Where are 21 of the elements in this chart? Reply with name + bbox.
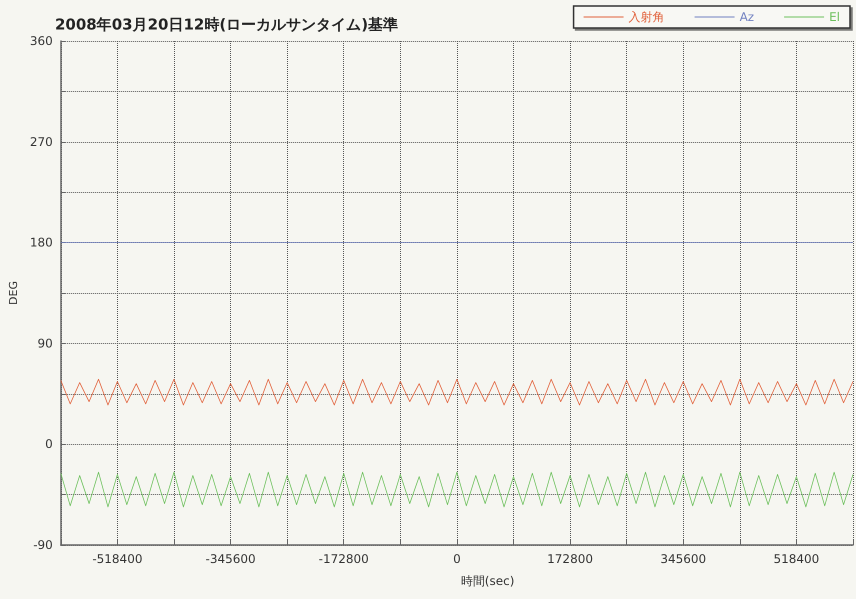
x-tick-label: 345600 — [660, 552, 706, 566]
legend-label: 入射角 — [628, 10, 665, 24]
line-series — [60, 472, 854, 508]
x-tick-label: -172800 — [318, 552, 369, 566]
chart-title: 2008年03月20日12時(ローカルサンタイム)基準 — [55, 16, 398, 34]
x-tick-label: 172800 — [547, 552, 593, 566]
line-series — [60, 378, 854, 406]
x-tick-label: -345600 — [205, 552, 256, 566]
legend-label: Az — [740, 10, 754, 24]
y-tick-label: -90 — [33, 538, 53, 552]
x-tick-label: -518400 — [92, 552, 142, 566]
y-tick-label: 0 — [45, 437, 53, 452]
y-tick-label: 270 — [30, 134, 53, 149]
legend-label: El — [829, 10, 840, 24]
x-axis-title: 時間(sec) — [460, 574, 514, 588]
x-tick-label: 518400 — [774, 552, 820, 566]
y-tick-label: 90 — [38, 336, 53, 350]
y-axis-title: DEG — [7, 281, 20, 305]
y-tick-label: 360 — [30, 34, 53, 48]
x-tick-label: 0 — [453, 552, 461, 566]
y-tick-label: 180 — [30, 236, 53, 250]
